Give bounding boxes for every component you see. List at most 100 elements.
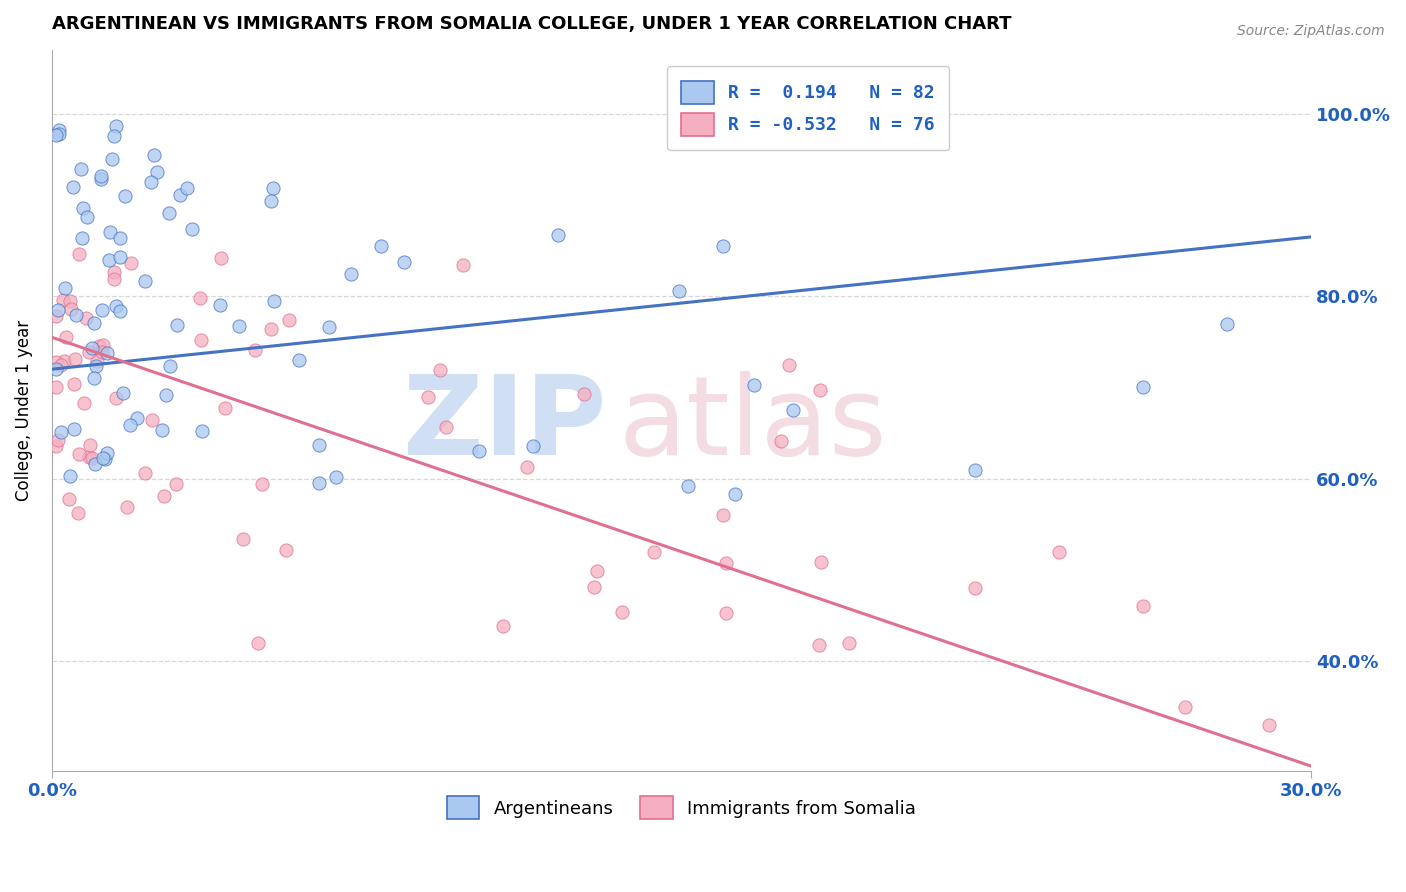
- Point: [308, 438, 330, 452]
- Point: [547, 227, 569, 242]
- Point: [63, 422, 86, 436]
- Point: [491, 619, 513, 633]
- Point: [810, 555, 832, 569]
- Point: [115, 500, 138, 515]
- Text: ARGENTINEAN VS IMMIGRANTS FROM SOMALIA COLLEGE, UNDER 1 YEAR CORRELATION CHART: ARGENTINEAN VS IMMIGRANTS FROM SOMALIA C…: [52, 15, 1011, 33]
- Point: [742, 377, 765, 392]
- Point: [145, 164, 167, 178]
- Point: [55, 330, 77, 344]
- Point: [325, 470, 347, 484]
- Point: [157, 206, 180, 220]
- Point: [724, 487, 747, 501]
- Point: [59, 293, 82, 308]
- Point: [59, 469, 82, 483]
- Point: [90, 169, 112, 184]
- Point: [165, 477, 187, 491]
- Point: [91, 302, 114, 317]
- Point: [45, 128, 67, 142]
- Point: [188, 291, 211, 305]
- Point: [155, 387, 177, 401]
- Point: [67, 246, 90, 260]
- Point: [65, 308, 87, 322]
- Point: [83, 370, 105, 384]
- Point: [429, 362, 451, 376]
- Point: [112, 385, 135, 400]
- Point: [166, 318, 188, 333]
- Point: [340, 267, 363, 281]
- Point: [134, 274, 156, 288]
- Point: [45, 355, 67, 369]
- Point: [965, 581, 987, 595]
- Point: [73, 395, 96, 409]
- Point: [711, 239, 734, 253]
- Point: [58, 492, 80, 507]
- Point: [276, 542, 298, 557]
- Point: [808, 384, 831, 398]
- Point: [45, 309, 67, 323]
- Point: [1132, 380, 1154, 394]
- Point: [209, 251, 232, 265]
- Point: [75, 311, 97, 326]
- Point: [965, 462, 987, 476]
- Point: [114, 189, 136, 203]
- Point: [98, 225, 121, 239]
- Point: [153, 489, 176, 503]
- Point: [208, 298, 231, 312]
- Point: [96, 346, 118, 360]
- Point: [108, 250, 131, 264]
- Point: [103, 265, 125, 279]
- Point: [1047, 544, 1070, 558]
- Point: [83, 457, 105, 471]
- Point: [51, 293, 73, 308]
- Point: [46, 302, 69, 317]
- Point: [260, 322, 283, 336]
- Point: [76, 210, 98, 224]
- Point: [79, 450, 101, 464]
- Point: [67, 507, 90, 521]
- Point: [100, 152, 122, 166]
- Point: [159, 359, 181, 373]
- Point: [668, 284, 690, 298]
- Point: [643, 545, 665, 559]
- Point: [72, 201, 94, 215]
- Point: [91, 337, 114, 351]
- Point: [247, 636, 270, 650]
- Point: [277, 313, 299, 327]
- Point: [97, 252, 120, 267]
- Point: [48, 127, 70, 141]
- Point: [110, 231, 132, 245]
- Point: [214, 401, 236, 415]
- Point: [392, 255, 415, 269]
- Point: [79, 438, 101, 452]
- Point: [169, 187, 191, 202]
- Point: [190, 333, 212, 347]
- Point: [90, 172, 112, 186]
- Point: [586, 565, 609, 579]
- Point: [263, 294, 285, 309]
- Point: [69, 162, 91, 177]
- Point: [572, 386, 595, 401]
- Point: [522, 439, 544, 453]
- Point: [176, 181, 198, 195]
- Text: ZIP: ZIP: [402, 371, 606, 478]
- Point: [139, 175, 162, 189]
- Point: [150, 423, 173, 437]
- Point: [91, 451, 114, 466]
- Point: [77, 345, 100, 359]
- Point: [104, 120, 127, 134]
- Point: [1174, 699, 1197, 714]
- Point: [713, 508, 735, 523]
- Point: [582, 581, 605, 595]
- Point: [451, 258, 474, 272]
- Point: [104, 299, 127, 313]
- Point: [62, 179, 84, 194]
- Point: [778, 358, 800, 372]
- Point: [49, 425, 72, 439]
- Point: [51, 359, 73, 373]
- Point: [769, 434, 792, 448]
- Point: [262, 181, 284, 195]
- Point: [120, 256, 142, 270]
- Point: [46, 433, 69, 447]
- Point: [370, 239, 392, 253]
- Point: [134, 466, 156, 480]
